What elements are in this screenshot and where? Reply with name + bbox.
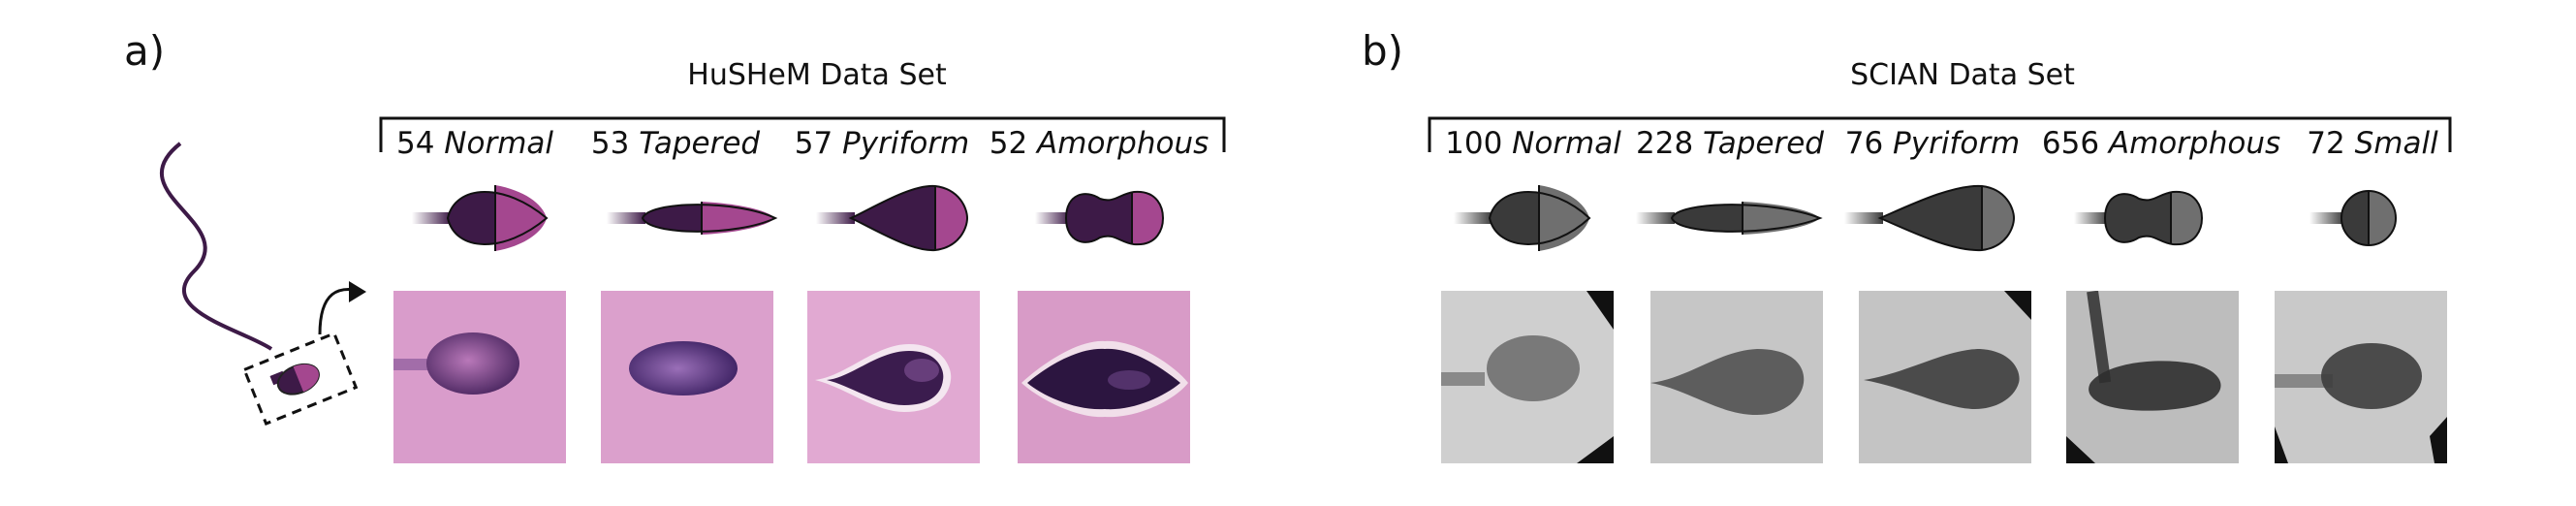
scian-photo-tapered xyxy=(1650,291,1823,463)
panel-b-label: b) xyxy=(1362,27,1404,75)
scian-class-normal: 100 Normal xyxy=(1445,126,1621,161)
hushem-photo-amorphous xyxy=(1018,291,1190,463)
hushem-class-tapered: 53 Tapered xyxy=(590,126,761,161)
scian-class-small: 72 Small xyxy=(2307,126,2438,161)
scian-bracket xyxy=(1428,116,2452,152)
scian-small-shape xyxy=(2309,190,2397,246)
scian-normal-shape xyxy=(1454,185,1591,251)
hushem-photo-tapered xyxy=(601,291,773,463)
scian-class-amorphous: 656 Amorphous xyxy=(2041,126,2281,161)
hushem-title: HuSHeM Data Set xyxy=(687,58,947,92)
hushem-class-normal: 54 Normal xyxy=(395,126,554,161)
scian-class-tapered: 228 Tapered xyxy=(1636,126,1824,161)
hushem-normal-shape xyxy=(412,185,549,251)
hushem-class-amorphous: 52 Amorphous xyxy=(989,126,1209,161)
hushem-tapered-shape xyxy=(607,202,778,235)
scian-photo-small xyxy=(2275,291,2447,463)
scian-title: SCIAN Data Set xyxy=(1850,58,2075,92)
hushem-pyriform-shape xyxy=(816,184,969,252)
zoom-arrow-icon xyxy=(349,281,366,302)
hushem-photo-normal xyxy=(393,291,566,463)
panel-a-label: a) xyxy=(124,27,166,75)
scian-pyriform-shape xyxy=(1844,184,2016,252)
hushem-amorphous-shape xyxy=(1035,190,1165,246)
scian-amorphous-shape xyxy=(2074,190,2204,246)
scian-class-pyriform: 76 Pyriform xyxy=(1844,126,2021,161)
scian-tapered-shape xyxy=(1636,202,1823,235)
scian-photo-pyriform xyxy=(1859,291,2031,463)
scian-photo-amorphous xyxy=(2066,291,2239,463)
hushem-photo-pyriform xyxy=(807,291,980,463)
zoom-dashed-box xyxy=(242,332,359,427)
hushem-class-pyriform: 57 Pyriform xyxy=(794,126,970,161)
scian-photo-normal xyxy=(1441,291,1614,463)
